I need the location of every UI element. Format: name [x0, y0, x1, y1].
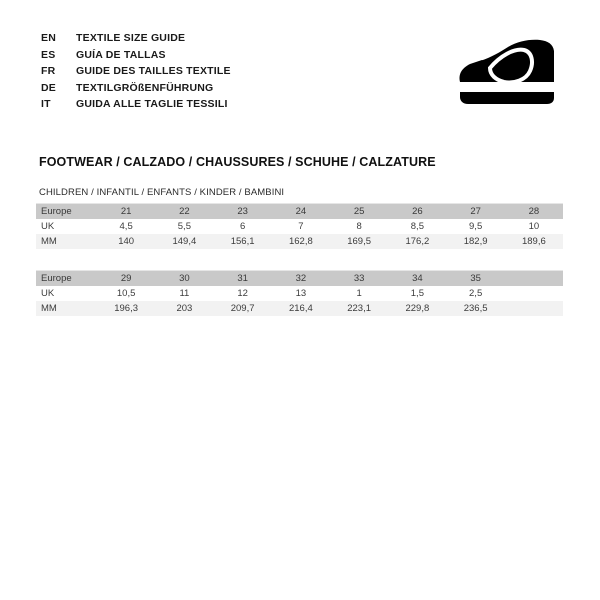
- table-cell: 236,5: [446, 301, 505, 316]
- table-cell: 13: [271, 286, 330, 301]
- table-cell: 8: [330, 219, 389, 234]
- table-cell: 9,5: [446, 219, 505, 234]
- table-row: MM 140 149,4 156,1 162,8 169,5 176,2 182…: [36, 234, 563, 249]
- table-cell: 11: [155, 286, 214, 301]
- row-label: Europe: [36, 203, 97, 219]
- language-label: TEXTILE SIZE GUIDE: [76, 32, 186, 44]
- table-cell-empty: [504, 286, 563, 301]
- table-row: Europe 29 30 31 32 33 34 35: [36, 270, 563, 286]
- language-label: TEXTILGRÖßENFÜHRUNG: [76, 81, 214, 94]
- page-title: FOOTWEAR / CALZADO / CHAUSSURES / SCHUHE…: [39, 155, 436, 169]
- table-cell: 1,5: [388, 286, 447, 301]
- table-cell: 229,8: [388, 301, 447, 316]
- table-cell: 149,4: [155, 234, 214, 249]
- table-cell: 31: [213, 270, 272, 286]
- language-code: EN: [41, 32, 56, 44]
- row-label: UK: [36, 219, 97, 234]
- table-cell: 21: [97, 203, 156, 219]
- language-code: FR: [41, 65, 56, 77]
- language-label: GUIDE DES TAILLES TEXTILE: [76, 65, 231, 77]
- table-cell: 35: [446, 270, 505, 286]
- table-cell: 25: [330, 203, 389, 219]
- table-row: Europe 21 22 23 24 25 26 27 28: [36, 203, 563, 219]
- table-cell: 29: [97, 270, 156, 286]
- table-cell: 1: [330, 286, 389, 301]
- table-cell: 209,7: [213, 301, 272, 316]
- table-cell: 33: [330, 270, 389, 286]
- language-row-es: ES GUÍA DE TALLAS: [41, 49, 231, 66]
- table-cell: 182,9: [446, 234, 505, 249]
- row-label: MM: [36, 301, 97, 316]
- table-cell: 156,1: [213, 234, 272, 249]
- table-cell: 10: [504, 219, 563, 234]
- table-cell: 203: [155, 301, 214, 316]
- baby-shoe-icon: [452, 38, 570, 108]
- table-cell: 7: [271, 219, 330, 234]
- table-cell: 10,5: [97, 286, 156, 301]
- table-cell: 216,4: [271, 301, 330, 316]
- table-cell: 24: [271, 203, 330, 219]
- table-cell: 4,5: [97, 219, 156, 234]
- table-cell: 223,1: [330, 301, 389, 316]
- table-cell: 27: [446, 203, 505, 219]
- table-cell: 34: [388, 270, 447, 286]
- table-cell: 23: [213, 203, 272, 219]
- table-cell: 12: [213, 286, 272, 301]
- section-subtitle: CHILDREN / INFANTIL / ENFANTS / KINDER /…: [39, 187, 285, 198]
- row-label: UK: [36, 286, 97, 301]
- language-row-fr: FR GUIDE DES TAILLES TEXTILE: [41, 65, 231, 82]
- language-list: EN TEXTILE SIZE GUIDE ES GUÍA DE TALLAS …: [41, 32, 231, 115]
- language-code: IT: [41, 98, 51, 110]
- table-cell: 2,5: [446, 286, 505, 301]
- language-code: ES: [41, 48, 56, 61]
- size-table-children-part-1: Europe 21 22 23 24 25 26 27 28 UK 4,5 5,…: [36, 203, 563, 249]
- language-label: GUÍA DE TALLAS: [76, 48, 166, 61]
- language-code: DE: [41, 81, 56, 94]
- table-cell-empty: [504, 301, 563, 316]
- table-cell: 5,5: [155, 219, 214, 234]
- language-row-de: DE TEXTILGRÖßENFÜHRUNG: [41, 82, 231, 99]
- table-row: UK 4,5 5,5 6 7 8 8,5 9,5 10: [36, 219, 563, 234]
- table-row: UK 10,5 11 12 13 1 1,5 2,5: [36, 286, 563, 301]
- table-cell: 162,8: [271, 234, 330, 249]
- table-cell: 6: [213, 219, 272, 234]
- table-row: MM 196,3 203 209,7 216,4 223,1 229,8 236…: [36, 301, 563, 316]
- table-cell: 22: [155, 203, 214, 219]
- table-cell: 169,5: [330, 234, 389, 249]
- row-label: MM: [36, 234, 97, 249]
- table-cell: 189,6: [504, 234, 563, 249]
- table-cell: 26: [388, 203, 447, 219]
- size-table-children-part-2: Europe 29 30 31 32 33 34 35 UK 10,5 11 1…: [36, 270, 563, 316]
- table-cell: 28: [504, 203, 563, 219]
- table-cell: 196,3: [97, 301, 156, 316]
- table-cell: 32: [271, 270, 330, 286]
- language-label: GUIDA ALLE TAGLIE TESSILI: [76, 98, 228, 110]
- table-cell: 8,5: [388, 219, 447, 234]
- table-cell-empty: [504, 270, 563, 286]
- table-cell: 140: [97, 234, 156, 249]
- table-cell: 30: [155, 270, 214, 286]
- row-label: Europe: [36, 270, 97, 286]
- language-row-it: IT GUIDA ALLE TAGLIE TESSILI: [41, 98, 231, 115]
- table-cell: 176,2: [388, 234, 447, 249]
- language-row-en: EN TEXTILE SIZE GUIDE: [41, 32, 231, 49]
